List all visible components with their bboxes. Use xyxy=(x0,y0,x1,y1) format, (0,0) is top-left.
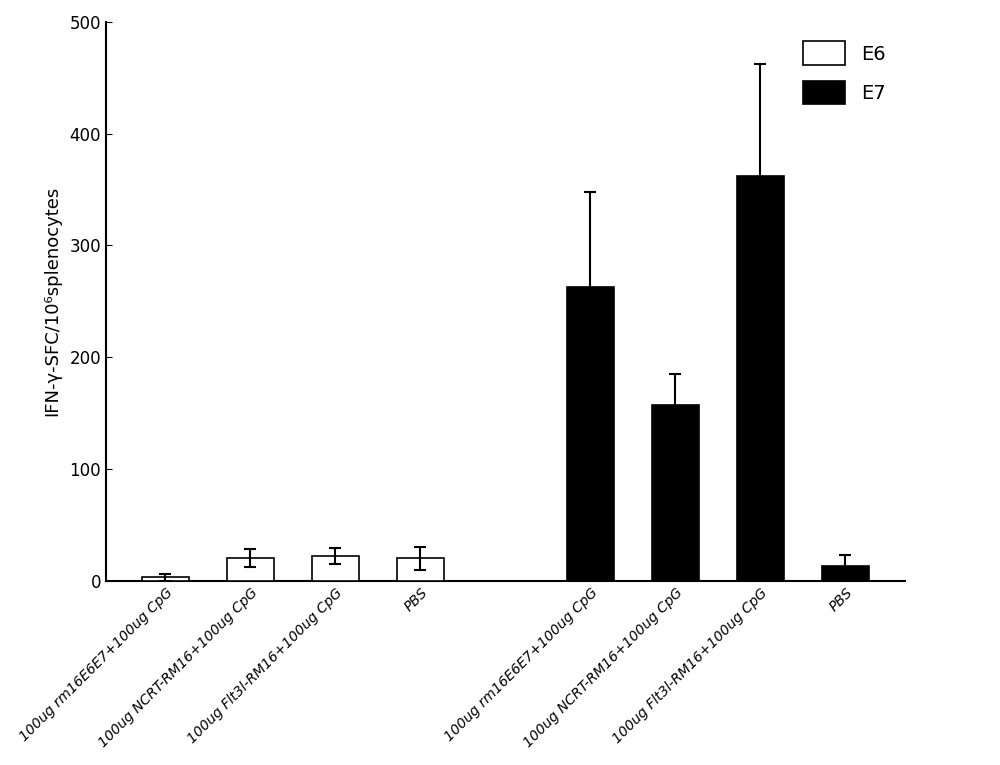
Bar xyxy=(142,578,189,581)
Bar xyxy=(652,405,699,581)
Bar xyxy=(822,566,869,581)
Bar xyxy=(312,556,359,581)
Legend: E6, E7: E6, E7 xyxy=(793,31,895,114)
Bar xyxy=(737,176,784,581)
Bar xyxy=(397,558,444,581)
Bar xyxy=(227,558,274,581)
Bar xyxy=(567,287,614,581)
Y-axis label: IFN-γ-SFC/10⁶splenocytes: IFN-γ-SFC/10⁶splenocytes xyxy=(43,186,61,416)
